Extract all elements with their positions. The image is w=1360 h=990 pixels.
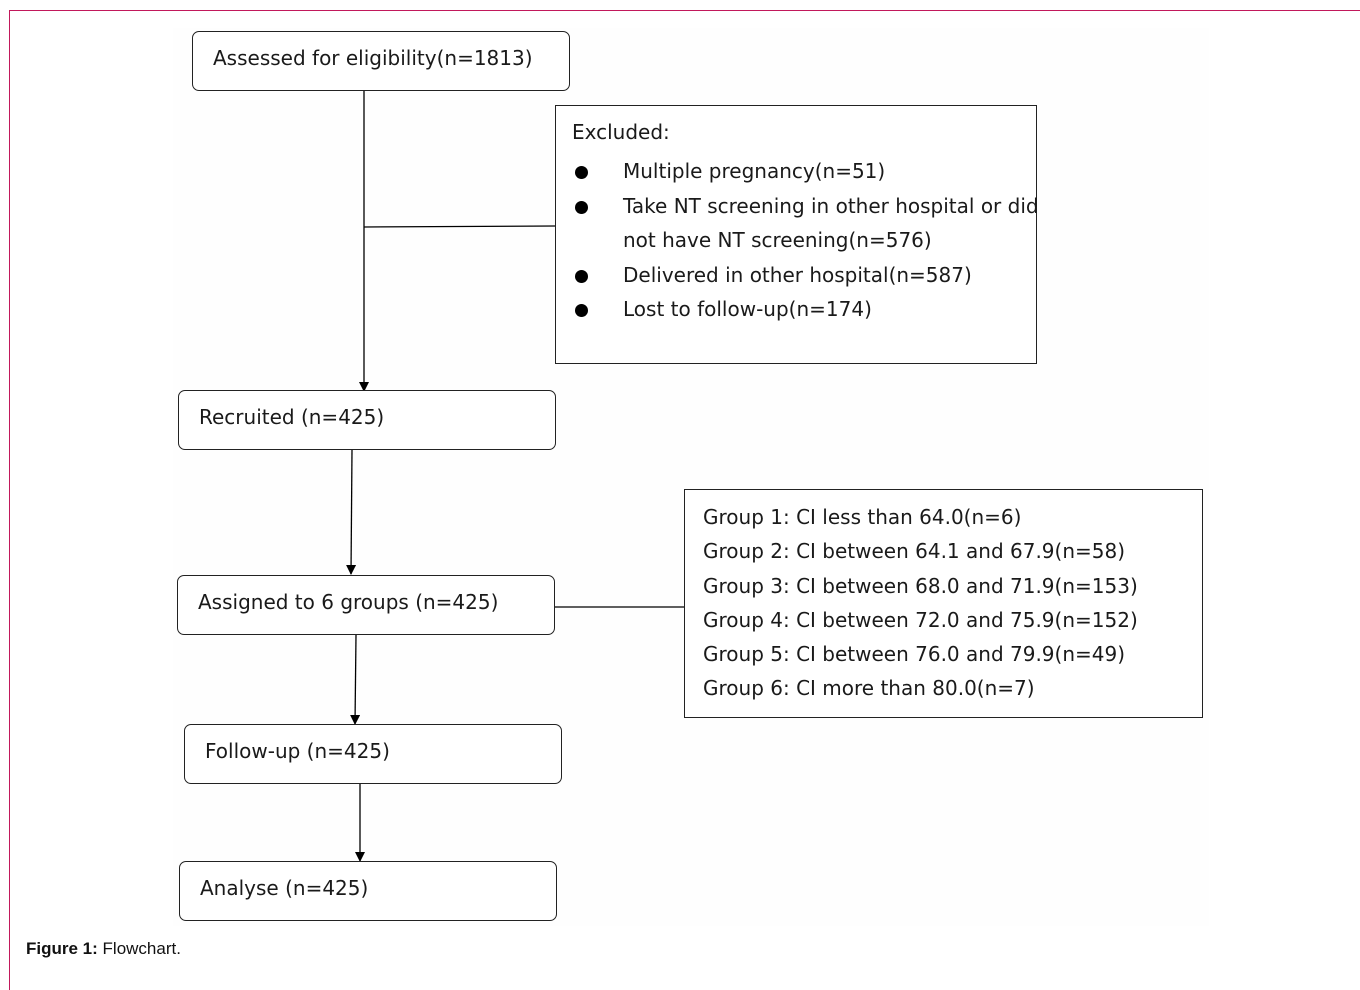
bullet-icon: [575, 304, 588, 317]
list-item: Take NT screening in other hospital or d…: [572, 189, 1042, 258]
figure-frame: [9, 10, 1360, 990]
bullet-icon: [575, 269, 588, 283]
list-item: Group 6: CI more than 80.0(n=7): [703, 676, 1035, 701]
excluded-box: Excluded: Multiple pregnancy(n=51) Take …: [555, 105, 1039, 364]
assessed-box: Assessed for eligibility(n=1813): [192, 31, 570, 91]
excluded-list: Multiple pregnancy(n=51) Take NT screeni…: [572, 154, 1042, 327]
followup-box: Follow-up (n=425): [184, 724, 562, 784]
list-item: Multiple pregnancy(n=51): [572, 154, 1042, 189]
analyse-box: Analyse (n=425): [179, 861, 557, 921]
caption-label: Figure 1:: [26, 939, 98, 958]
list-item: Group 1: CI less than 64.0(n=6): [703, 505, 1022, 529]
groups-list: Group 1: CI less than 64.0(n=6) Group 2:…: [703, 500, 1138, 706]
list-item: Delivered in other hospital(n=587): [572, 258, 1042, 293]
list-item: Group 5: CI between 76.0 and 79.9(n=49): [703, 642, 1126, 667]
list-item: Group 2: CI between 64.1 and 67.9(n=58): [703, 539, 1126, 564]
assigned-label: Assigned to 6 groups (n=425): [198, 590, 499, 614]
caption-text: Flowchart.: [102, 939, 181, 958]
flow-connectors: [346, 91, 684, 862]
list-item: Group 4: CI between 72.0 and 75.9(n=152): [703, 607, 1138, 632]
excluded-title: Excluded:: [572, 120, 670, 144]
assessed-label: Assessed for eligibility(n=1813): [213, 46, 533, 70]
figure-caption: Figure 1: Flowchart.: [26, 939, 181, 959]
arrow-assigned-to-followup: [350, 634, 361, 725]
bullet-icon: [575, 166, 588, 179]
arrow-recruited-to-assigned: [346, 449, 357, 575]
groups-box: Group 1: CI less than 64.0(n=6) Group 2:…: [684, 489, 1203, 718]
list-item: Lost to follow-up(n=174): [572, 292, 1042, 327]
recruited-box: Recruited (n=425): [178, 390, 556, 450]
assigned-box: Assigned to 6 groups (n=425): [177, 575, 555, 635]
recruited-label: Recruited (n=425): [199, 405, 385, 429]
branch-to-excluded: [363, 225, 556, 228]
bullet-icon: [575, 200, 588, 214]
list-item: Group 3: CI between 68.0 and 71.9(n=153): [703, 573, 1138, 598]
followup-label: Follow-up (n=425): [205, 739, 390, 763]
analyse-label: Analyse (n=425): [200, 876, 369, 900]
